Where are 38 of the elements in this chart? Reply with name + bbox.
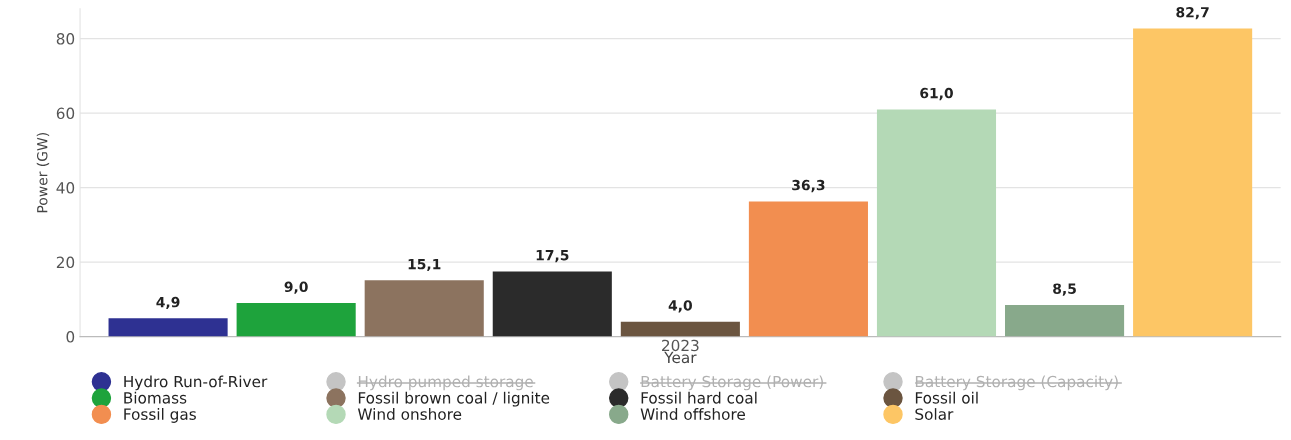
legend-label: Hydro Run-of-River <box>124 375 268 391</box>
bar <box>748 201 868 337</box>
legend-label: Fossil gas <box>124 408 196 423</box>
y-axis-title: Power (GW) <box>36 133 50 213</box>
y-tick-label: 60 <box>56 107 75 120</box>
legend-label: Fossil oil <box>915 391 978 404</box>
data-label: 9,0 <box>284 281 308 294</box>
legend-label: Hydro pumped storage <box>358 375 533 391</box>
bar <box>492 271 612 337</box>
y-tick-label: 80 <box>56 33 75 45</box>
data-label: 15,1 <box>408 259 441 272</box>
bar <box>108 318 228 337</box>
legend-label: Fossil brown coal / lignite <box>358 391 550 407</box>
legend-label: Solar <box>915 408 954 420</box>
data-label: 36,3 <box>792 179 825 193</box>
legend-label: Biomass <box>124 391 187 404</box>
y-tick-label: 0 <box>66 331 75 343</box>
bar <box>364 280 484 337</box>
data-label: 82,7 <box>1176 7 1209 20</box>
x-axis-title: Year <box>664 351 697 364</box>
x-tick-label: 2023 <box>662 339 699 352</box>
bar <box>876 109 997 337</box>
data-label: 61,0 <box>920 87 953 101</box>
y-tick-label: 40 <box>56 182 75 194</box>
bar <box>1005 304 1125 337</box>
bar <box>1133 28 1253 337</box>
y-tick-label: 20 <box>56 256 75 269</box>
legend-label: Battery Storage (Capacity) <box>915 375 1118 391</box>
legend-label: Wind onshore <box>357 408 462 420</box>
legend-label: Battery Storage (Power) <box>641 375 823 391</box>
data-label: 4,0 <box>668 300 692 313</box>
legend-label: Wind offshore <box>640 408 745 420</box>
legend-label: Fossil hard coal <box>641 391 757 404</box>
bar <box>620 321 740 337</box>
data-label: 4,9 <box>156 296 180 310</box>
data-label: 17,5 <box>536 250 569 263</box>
data-label: 8,5 <box>1053 283 1076 296</box>
bar <box>236 303 356 337</box>
